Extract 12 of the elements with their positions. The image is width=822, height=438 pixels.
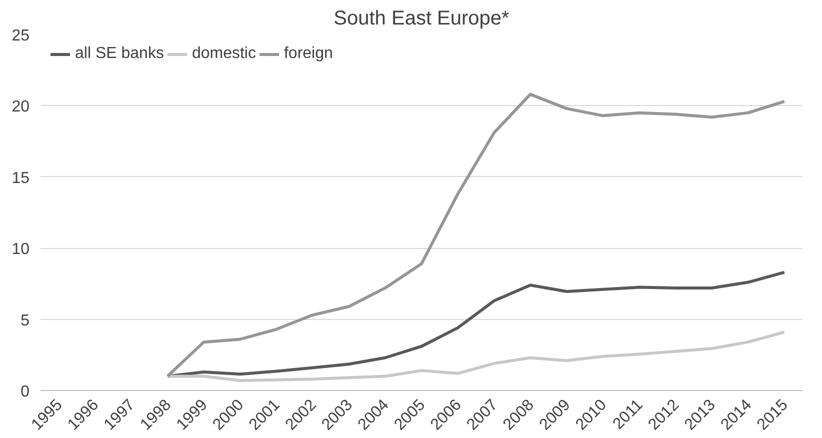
chart-title: South East Europe* (334, 8, 510, 30)
y-tick-label: 15 (12, 170, 30, 187)
y-tick-label: 0 (20, 384, 30, 400)
legend-label: domestic (192, 45, 256, 63)
line-series (166, 92, 786, 378)
legend-label: all SE banks (75, 45, 164, 63)
line-series (166, 330, 786, 382)
y-tick-label: 10 (12, 241, 30, 258)
y-tick-label: 5 (20, 312, 30, 330)
y-tick-label: 20 (12, 98, 30, 116)
y-tick-label: 25 (12, 28, 30, 44)
legend-label: foreign (284, 45, 333, 63)
